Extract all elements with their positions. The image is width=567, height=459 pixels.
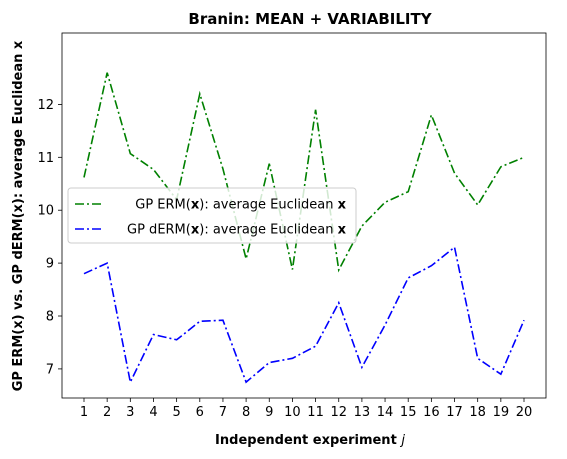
- y-tick-label: 10: [37, 204, 54, 219]
- x-tick-label: 14: [377, 405, 394, 420]
- x-tick-label: 11: [307, 405, 324, 420]
- legend-label-1: GP ERM(x): average Euclidean x: [135, 198, 346, 213]
- x-tick-label: 2: [103, 405, 111, 420]
- y-tick-label: 8: [46, 310, 54, 325]
- series-line-2: [83, 245, 525, 385]
- x-tick-label: 15: [400, 405, 417, 420]
- y-tick-label: 12: [37, 98, 54, 113]
- x-tick-label: 10: [284, 405, 301, 420]
- legend-box: [67, 187, 357, 244]
- x-tick-label: 5: [172, 405, 180, 420]
- legend-label-2: GP dERM(x): average Euclidean x: [127, 223, 347, 238]
- x-tick-label: 3: [126, 405, 134, 420]
- x-tick-label: 19: [493, 405, 510, 420]
- x-tick-label: 1: [80, 405, 88, 420]
- y-tick-label: 7: [46, 362, 54, 377]
- x-axis-title: Independent experiment j: [215, 433, 405, 448]
- y-tick-label: 9: [46, 257, 54, 272]
- x-tick-label: 6: [196, 405, 204, 420]
- x-tick-label: 8: [242, 405, 250, 420]
- legend: GP ERM(x): average Euclidean x GP dERM(x)…: [67, 187, 357, 244]
- axes-frame: [61, 32, 547, 399]
- x-tick-label: 4: [149, 405, 157, 420]
- x-tick-label: 20: [516, 405, 533, 420]
- x-tick-label: 17: [446, 405, 463, 420]
- x-tick-label: 13: [354, 405, 371, 420]
- y-tick-label: 11: [37, 151, 54, 166]
- x-tick-label: 18: [469, 405, 486, 420]
- x-tick-label: 12: [330, 405, 347, 420]
- x-tick-label: 7: [219, 405, 227, 420]
- y-axis-title: GP ERM(x) vs. GP dERM(x): average Euclid…: [11, 40, 26, 391]
- chart-title: Branin: MEAN + VARIABILITY: [188, 10, 432, 28]
- x-tick-label: 16: [423, 405, 440, 420]
- x-tick-label: 9: [265, 405, 273, 420]
